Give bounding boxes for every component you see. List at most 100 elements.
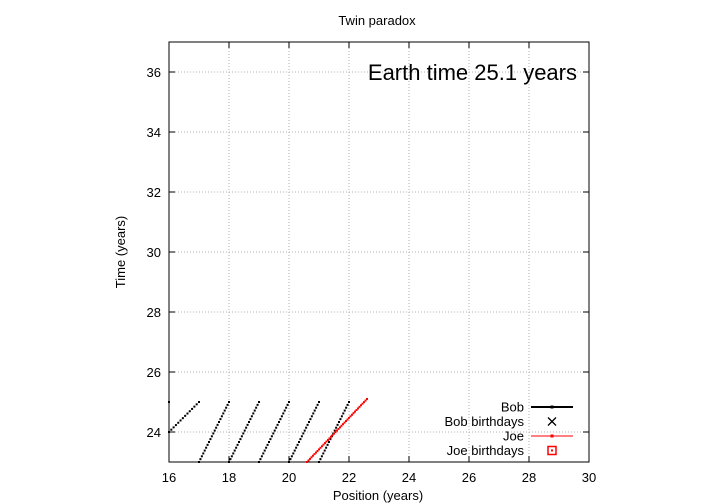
bob-point xyxy=(188,410,191,413)
joe-point xyxy=(343,421,346,424)
legend-marker-joe xyxy=(550,434,554,438)
bob-point xyxy=(275,426,278,429)
bob-point xyxy=(209,438,212,441)
joe-point xyxy=(325,440,328,443)
x-tick-label: 30 xyxy=(582,470,596,485)
bob-point xyxy=(249,418,252,421)
joe-point xyxy=(342,423,344,426)
bob-point xyxy=(245,426,248,429)
bob-point xyxy=(285,406,288,409)
joe-point xyxy=(322,443,325,446)
bob-point xyxy=(243,429,246,432)
data-points xyxy=(168,398,368,463)
bob-point xyxy=(172,426,175,429)
bob-point xyxy=(218,421,220,423)
bob-point xyxy=(315,406,318,409)
bob-point xyxy=(298,441,300,443)
bob-point xyxy=(216,423,219,426)
x-tick-label: 20 xyxy=(282,470,296,485)
bob-point xyxy=(181,417,184,420)
legend-marker-joe-birthdays xyxy=(547,445,557,456)
x-tick-label: 26 xyxy=(462,470,476,485)
joe-point xyxy=(333,432,335,435)
joe-point xyxy=(361,402,364,405)
bob-point xyxy=(345,406,348,409)
joe-point xyxy=(345,420,347,423)
joe-point xyxy=(349,415,352,418)
bob-point xyxy=(213,429,216,432)
bob-point xyxy=(235,446,238,449)
bob-point xyxy=(248,421,250,423)
joe-point xyxy=(312,454,314,457)
bob-point xyxy=(262,452,265,455)
bob-point xyxy=(283,409,286,412)
joe-point xyxy=(328,437,331,440)
bob-point xyxy=(195,403,198,406)
legend-label-bob: Bob xyxy=(501,400,524,415)
bob-point xyxy=(296,443,299,446)
legend-marker-bob xyxy=(550,405,554,409)
bob-point xyxy=(255,406,258,409)
joe-point xyxy=(330,435,332,438)
joe-point xyxy=(352,412,355,415)
bob-point xyxy=(308,421,310,423)
bob-point xyxy=(184,414,187,417)
bob-point xyxy=(246,423,249,426)
bob-point xyxy=(268,441,270,443)
y-tick-label: 34 xyxy=(147,125,161,140)
joe-point xyxy=(319,446,322,449)
y-tick-label: 26 xyxy=(147,365,161,380)
joe-point xyxy=(355,409,358,412)
bob-point xyxy=(223,409,226,412)
bob-point xyxy=(199,458,202,461)
legend-label-joe: Joe xyxy=(503,429,524,444)
bob-point xyxy=(240,435,243,438)
joe-point xyxy=(357,407,359,410)
bob-point xyxy=(335,426,338,429)
bob-point xyxy=(206,443,209,446)
bob-point xyxy=(322,452,325,455)
bob-point xyxy=(316,403,319,406)
bob-point xyxy=(191,407,194,410)
bob-point xyxy=(266,443,269,446)
bob-point xyxy=(318,401,320,403)
bob-point xyxy=(258,401,260,403)
bob-point xyxy=(338,421,340,423)
bob-point xyxy=(318,461,320,463)
y-tick-label: 28 xyxy=(147,305,161,320)
bob-point xyxy=(193,405,196,408)
bob-point xyxy=(232,452,235,455)
joe-point xyxy=(316,449,319,452)
bob-point xyxy=(326,443,329,446)
bob-point xyxy=(228,401,230,403)
y-tick-label: 30 xyxy=(147,245,161,260)
bob-point xyxy=(325,446,328,449)
bob-point xyxy=(273,429,276,432)
bob-point xyxy=(222,412,225,415)
joe-point xyxy=(334,431,337,434)
y-tick-label: 24 xyxy=(147,425,161,440)
bob-point xyxy=(290,455,293,458)
bob-point xyxy=(179,419,182,422)
joe-point xyxy=(366,398,368,400)
bob-point xyxy=(269,438,272,441)
joe-point xyxy=(358,405,361,408)
bob-point xyxy=(288,401,290,403)
bob-point xyxy=(229,458,232,461)
bob-point xyxy=(198,461,200,463)
legend-label-joe-birthdays: Joe birthdays xyxy=(447,443,525,458)
bob-point xyxy=(200,455,203,458)
bob-point xyxy=(202,452,205,455)
joe-point xyxy=(306,461,308,463)
joe-point xyxy=(340,424,343,427)
x-tick-label: 16 xyxy=(162,470,176,485)
bob-point xyxy=(323,449,326,452)
bob-point xyxy=(253,409,256,412)
x-tick-label: 18 xyxy=(222,470,236,485)
bob-point xyxy=(177,421,180,424)
x-axis-label: Position (years) xyxy=(333,488,423,503)
bob-point xyxy=(346,403,349,406)
bob-point xyxy=(263,449,266,452)
bob-point xyxy=(228,461,230,463)
